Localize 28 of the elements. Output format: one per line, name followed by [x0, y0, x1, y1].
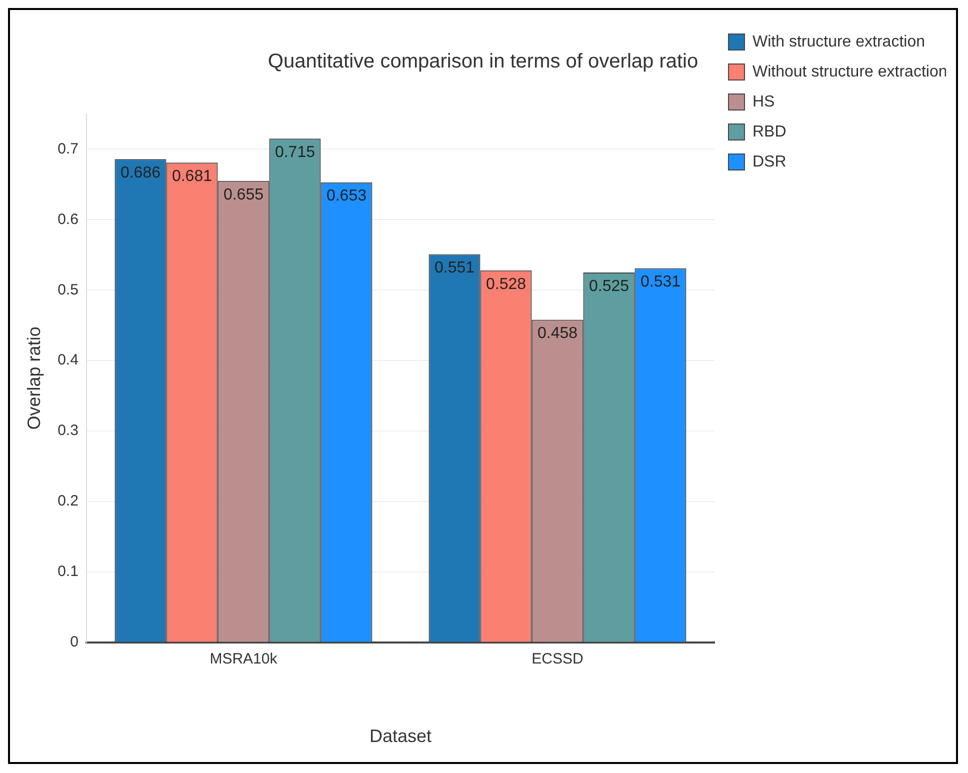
y-tick-label: 0.7: [58, 140, 78, 158]
data-label: 0.715: [274, 144, 316, 162]
data-label: 0.528: [486, 276, 526, 293]
y-tick-label: 0.1: [58, 563, 78, 580]
data-label: 0.686: [120, 164, 161, 182]
y-tick-label: 0.6: [58, 210, 78, 228]
y-tick-label: 0.4: [58, 352, 78, 369]
x-tick-label: MSRA10k: [210, 650, 278, 668]
data-label: 0.531: [640, 274, 681, 291]
data-label: 0.525: [588, 278, 630, 295]
legend-label: With structure extraction: [752, 33, 925, 50]
data-label: 0.458: [537, 325, 578, 342]
data-label: 0.681: [172, 168, 212, 186]
y-tick-label: 0.3: [58, 422, 78, 440]
data-label: 0.655: [223, 186, 264, 204]
y-tick-label: 0.5: [58, 281, 78, 298]
legend-label: DSR: [752, 153, 786, 170]
y-axis-title: Overlap ratio: [24, 326, 44, 430]
legend-label: RBD: [752, 123, 786, 140]
x-axis-title: Dataset: [369, 726, 432, 746]
chart-title: Quantitative comparison in terms of overlap ratio: [268, 50, 698, 73]
y-tick-label: 0: [70, 634, 78, 651]
x-tick-label: ECSSD: [532, 650, 584, 668]
legend-label: HS: [752, 93, 775, 110]
data-label: 0.653: [326, 188, 367, 205]
y-tick-label: 0.2: [58, 492, 78, 510]
data-label: 0.551: [434, 260, 475, 277]
legend-label: Without structure extraction: [752, 63, 948, 80]
